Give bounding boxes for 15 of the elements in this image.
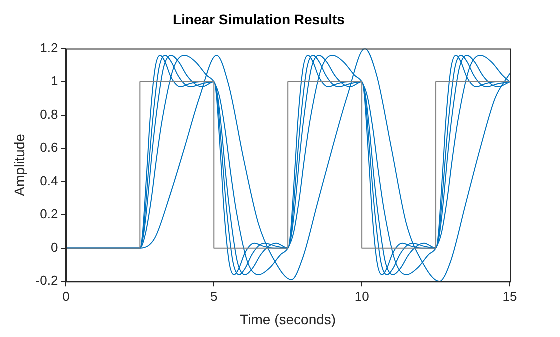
y-tick-label: 0.6	[40, 140, 58, 156]
y-tick-label: 1.2	[40, 40, 58, 56]
x-tick-label: 5	[210, 288, 218, 304]
chart-title: Linear Simulation Results	[173, 11, 346, 28]
y-tick-label: 0.4	[40, 173, 58, 188]
y-tick-label: 0.2	[40, 206, 58, 222]
y-tick-label: 0	[50, 240, 58, 255]
x-tick-label: 0	[62, 288, 70, 304]
y-tick-label: 1	[50, 74, 58, 89]
y-tick-label: -0.2	[36, 273, 58, 288]
y-axis-title: Amplitude	[11, 134, 28, 196]
y-tick-label: 0.8	[40, 106, 58, 122]
x-tick-label: 15	[502, 288, 518, 304]
x-tick-label: 10	[354, 288, 370, 304]
x-axis-title: Time (seconds)	[240, 311, 336, 328]
